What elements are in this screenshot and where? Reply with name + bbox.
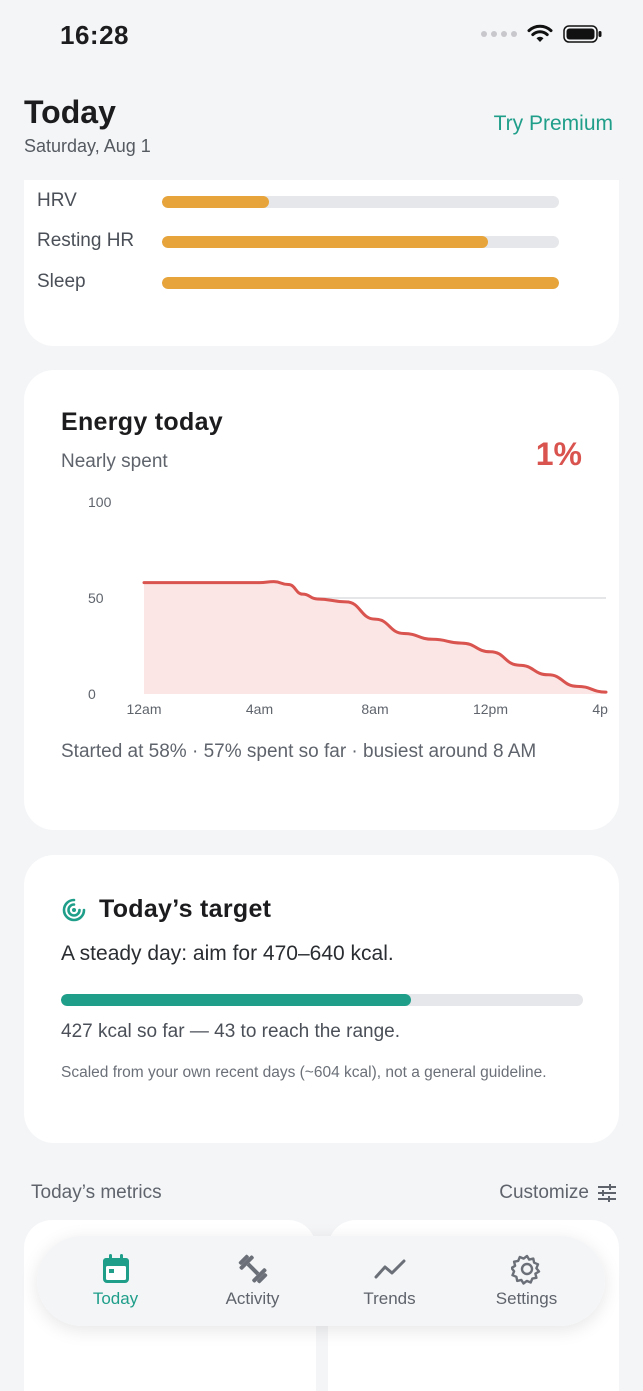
energy-line bbox=[142, 580, 608, 694]
sliders-icon bbox=[598, 1184, 616, 1202]
energy-summary: Started at 58% · 57% spent so far · busi… bbox=[61, 741, 537, 762]
bar-label: Sleep bbox=[37, 271, 86, 292]
wifi-icon bbox=[527, 24, 553, 42]
recovery-bar-hrv: HRV bbox=[37, 187, 559, 217]
target-progress-track bbox=[61, 994, 583, 1006]
bar-label: HRV bbox=[37, 190, 77, 211]
dumbbell-icon bbox=[238, 1254, 267, 1284]
energy-percent: 1% bbox=[535, 436, 582, 472]
tab-bar: Today Activity Trends Settings bbox=[37, 1236, 605, 1326]
target-card[interactable]: Today’s target A steady day: aim for 470… bbox=[24, 855, 619, 1143]
target-description: A steady day: aim for 470–640 kcal. bbox=[61, 942, 394, 965]
energy-subtitle: Nearly spent bbox=[61, 451, 168, 472]
bar-label: Resting HR bbox=[37, 230, 135, 251]
status-bar-overlay: 16:28 bbox=[0, 0, 643, 72]
target-note: Scaled from your own recent days (~604 k… bbox=[61, 1064, 547, 1081]
x-tick-label: 12am bbox=[126, 701, 161, 717]
target-header: Today’s target bbox=[61, 895, 271, 924]
tab-trends[interactable]: Trends bbox=[330, 1253, 450, 1309]
energy-area bbox=[144, 581, 606, 694]
tab-label: Trends bbox=[363, 1289, 416, 1308]
tab-label: Activity bbox=[225, 1289, 280, 1308]
energy-card[interactable]: Energy today Nearly spent 1% 0 50 100 12am 4… bbox=[24, 370, 619, 830]
tab-label: Today bbox=[92, 1289, 139, 1308]
recovery-bar-sleep: Sleep bbox=[37, 268, 559, 298]
x-tick-label: 4am bbox=[246, 701, 273, 717]
page-date: Saturday, Aug 1 bbox=[24, 136, 151, 156]
header-background bbox=[0, 0, 643, 180]
x-tick-label: 8am bbox=[361, 701, 388, 717]
y-tick-label: 100 bbox=[88, 494, 112, 510]
y-tick-label: 50 bbox=[88, 590, 104, 606]
y-tick-label: 0 bbox=[88, 686, 96, 702]
status-icons bbox=[481, 24, 603, 44]
energy-title: Energy today bbox=[61, 408, 223, 436]
target-progress-fill bbox=[61, 994, 411, 1006]
gear-icon bbox=[510, 1254, 540, 1285]
customize-button[interactable]: Customize bbox=[499, 1182, 617, 1204]
status-time: 16:28 bbox=[60, 20, 129, 50]
signal-dots-icon bbox=[481, 31, 517, 37]
x-tick-label: 12pm bbox=[473, 701, 508, 717]
target-progress-text: 427 kcal so far — 43 to reach the range. bbox=[61, 1021, 401, 1042]
bar-track bbox=[162, 236, 559, 248]
tab-today[interactable]: Today bbox=[56, 1253, 176, 1309]
page-title: Today bbox=[24, 94, 116, 130]
recovery-card bbox=[24, 150, 619, 346]
tab-settings[interactable]: Settings bbox=[467, 1253, 587, 1309]
bar-fill bbox=[162, 236, 488, 248]
bar-fill bbox=[162, 196, 270, 208]
bar-track bbox=[162, 196, 559, 208]
page-header: Today Saturday, Aug 1 Try Premium bbox=[0, 90, 643, 180]
tab-label: Settings bbox=[495, 1289, 558, 1308]
calendar-icon bbox=[102, 1254, 129, 1283]
target-icon bbox=[62, 898, 86, 921]
target-title: Today’s target bbox=[99, 895, 272, 923]
x-tick-label: 4pm bbox=[592, 701, 609, 717]
customize-label: Customize bbox=[499, 1182, 589, 1203]
metrics-section-label: Today’s metrics bbox=[31, 1182, 162, 1203]
energy-chart: 0 50 100 12am 4am 8am 12pm 4pm bbox=[88, 494, 609, 717]
bar-fill bbox=[162, 277, 559, 289]
battery-icon bbox=[563, 25, 602, 43]
trend-icon bbox=[374, 1259, 405, 1279]
try-premium-button[interactable]: Try Premium bbox=[493, 112, 613, 135]
recovery-bar-resting-hr: Resting HR bbox=[37, 227, 559, 257]
bar-track bbox=[162, 277, 559, 289]
tab-activity[interactable]: Activity bbox=[193, 1253, 313, 1309]
